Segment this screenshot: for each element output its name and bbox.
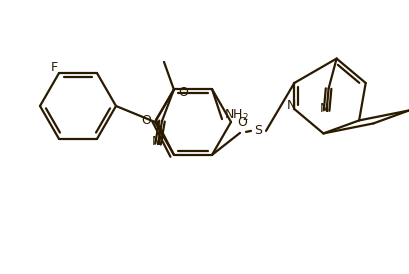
Text: S: S xyxy=(254,124,262,137)
Text: NH$_2$: NH$_2$ xyxy=(224,108,249,123)
Text: N: N xyxy=(151,135,161,148)
Text: N: N xyxy=(320,102,329,115)
Text: F: F xyxy=(50,61,58,74)
Text: N: N xyxy=(287,99,296,112)
Text: O: O xyxy=(141,114,151,127)
Text: O: O xyxy=(178,86,188,99)
Text: O: O xyxy=(237,116,247,129)
